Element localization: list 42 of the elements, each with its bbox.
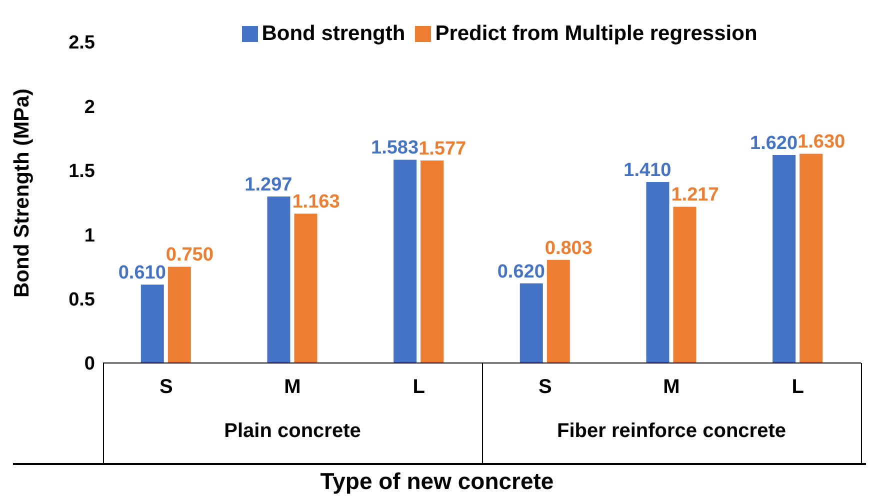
bar (140, 284, 164, 363)
legend-label: Predict from Multiple regression (435, 22, 758, 45)
data-label: 1.577 (418, 138, 466, 160)
bar (800, 154, 823, 363)
data-label: 0.610 (118, 262, 166, 284)
bar (520, 283, 543, 363)
data-label: 0.750 (166, 244, 214, 266)
y-tick-label: 1 (84, 225, 96, 246)
data-label: 1.217 (671, 184, 719, 206)
bar (646, 182, 670, 363)
y-tick-label: 2.5 (68, 32, 96, 54)
data-label: 0.620 (497, 261, 545, 282)
data-label: 1.410 (624, 160, 672, 181)
bar (546, 260, 570, 363)
y-tick-label: 0.5 (68, 290, 96, 311)
y-tick-label: 1.5 (68, 161, 96, 182)
data-label: 1.630 (798, 132, 846, 153)
bar (673, 206, 696, 363)
data-label: 0.803 (544, 238, 592, 259)
text: Plain concrete (223, 420, 362, 443)
data-label: 1.297 (244, 174, 292, 196)
bar (394, 160, 417, 363)
x-tick-label: L (412, 376, 425, 398)
bar (420, 160, 444, 363)
data-label: 1.583 (371, 138, 419, 159)
x-axis-title: Type of new concrete (319, 468, 555, 495)
y-tick-label: 2 (84, 96, 95, 118)
legend-label: Bond strength (262, 22, 406, 45)
x-tick-label: M (663, 376, 680, 398)
y-tick-label: 0 (84, 354, 95, 375)
data-label: 1.620 (750, 132, 798, 154)
x-tick-label: M (284, 376, 301, 398)
x-tick-label: S (159, 376, 173, 398)
bar (294, 214, 318, 363)
bar (772, 154, 796, 363)
data-label: 1.163 (292, 192, 340, 213)
bar (168, 266, 191, 363)
text: Fiber reinforce concrete (556, 420, 787, 443)
y-axis-title: Bond Strength (MPa) (10, 88, 34, 298)
bar (267, 196, 290, 363)
x-tick-label: L (792, 376, 804, 398)
x-tick-label: S (538, 376, 552, 398)
